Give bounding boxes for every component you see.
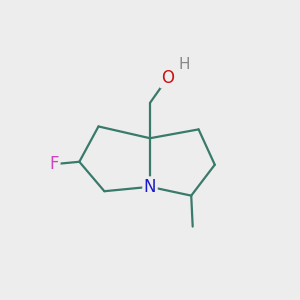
Text: H: H (179, 57, 190, 72)
Text: O: O (161, 69, 174, 87)
Text: F: F (50, 155, 59, 173)
Text: N: N (144, 178, 156, 196)
